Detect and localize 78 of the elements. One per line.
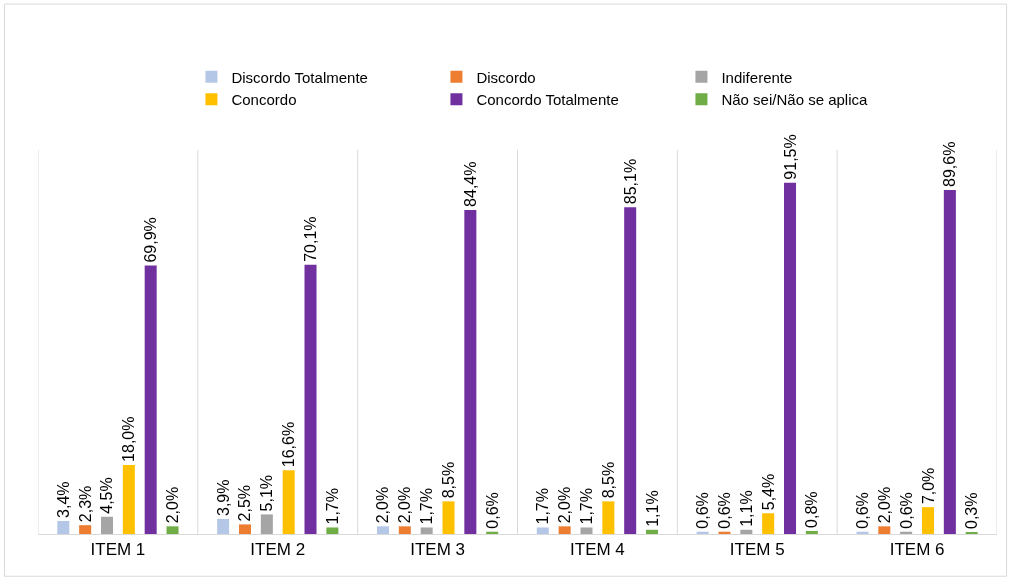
- data-label: 8,5%: [599, 461, 617, 499]
- legend-label: Não sei/Não se aplica: [721, 91, 869, 109]
- data-label: 2,0%: [164, 486, 182, 524]
- x-tick-label: ITEM 6: [889, 540, 945, 560]
- data-label: 1,7%: [577, 488, 595, 525]
- data-label: 2,0%: [396, 486, 414, 524]
- bar: [784, 182, 797, 534]
- data-label: 0,6%: [897, 492, 915, 529]
- x-tick-label: ITEM 4: [570, 540, 625, 560]
- bar: [878, 526, 891, 534]
- bar: [624, 207, 637, 534]
- data-label: 8,5%: [440, 461, 458, 499]
- bar: [144, 265, 157, 534]
- data-label: 5,4%: [759, 473, 777, 511]
- bar: [922, 507, 935, 534]
- legend-label: Discordo: [476, 68, 536, 86]
- bar: [464, 209, 477, 534]
- bar: [217, 519, 230, 534]
- bar: [122, 464, 135, 534]
- bar: [326, 527, 339, 534]
- bar: [166, 526, 179, 534]
- data-label: 84,4%: [461, 161, 479, 207]
- legend-label: Indiferente: [721, 68, 793, 86]
- bar: [57, 520, 70, 534]
- data-label: 85,1%: [621, 158, 639, 205]
- legend-label: Concordo Totalmente: [476, 91, 619, 109]
- x-tick-label: ITEM 2: [250, 540, 306, 560]
- data-label: 5,1%: [258, 474, 276, 512]
- x-tick-label: ITEM 3: [410, 540, 465, 560]
- data-label: 0,6%: [715, 492, 733, 529]
- bar: [79, 525, 92, 534]
- legend-label: Concordo: [231, 91, 297, 109]
- data-label: 2,0%: [556, 486, 574, 524]
- bar: [376, 526, 389, 534]
- x-tick-label: ITEM 5: [729, 540, 785, 560]
- data-label: 0,3%: [963, 492, 981, 529]
- bar: [398, 526, 411, 534]
- bar: [943, 189, 956, 534]
- bar: [580, 527, 593, 534]
- bar: [260, 514, 273, 534]
- bar: [304, 264, 317, 534]
- data-label: 70,1%: [302, 216, 320, 262]
- data-label: 18,0%: [120, 416, 138, 462]
- data-label: 0,6%: [694, 492, 712, 529]
- data-label: 4,5%: [98, 477, 116, 514]
- bar: [100, 516, 113, 534]
- data-label: 7,0%: [919, 467, 937, 505]
- data-label: 1,1%: [737, 490, 755, 527]
- data-label: 2,3%: [76, 485, 94, 523]
- data-label: 2,0%: [875, 486, 893, 524]
- data-label: 0,6%: [853, 492, 871, 529]
- data-label: 1,7%: [323, 488, 341, 525]
- data-label: 2,5%: [236, 484, 254, 522]
- bar: [740, 529, 753, 534]
- bar: [805, 530, 818, 534]
- data-label: 0,6%: [483, 492, 501, 529]
- bar: [558, 526, 571, 534]
- data-label: 69,9%: [142, 217, 160, 263]
- bar: [762, 513, 775, 534]
- data-label: 0,8%: [803, 491, 821, 528]
- legend-label: Discordo Totalmente: [231, 68, 368, 86]
- bar: [238, 524, 251, 534]
- data-label: 1,7%: [418, 488, 436, 525]
- data-label: 1,1%: [643, 490, 661, 527]
- bar: [420, 527, 433, 534]
- data-label: 2,0%: [374, 486, 392, 524]
- bar: [602, 501, 615, 534]
- data-label: 3,4%: [54, 481, 72, 518]
- data-label: 91,5%: [781, 134, 799, 180]
- bar: [536, 527, 549, 534]
- bar: [442, 501, 455, 534]
- bar: [646, 529, 659, 534]
- bar: [282, 470, 295, 534]
- x-tick-label: ITEM 1: [90, 540, 146, 560]
- data-label: 3,9%: [214, 479, 232, 517]
- data-label: 89,6%: [941, 141, 959, 187]
- data-label: 16,6%: [280, 421, 298, 468]
- data-label: 1,7%: [534, 488, 552, 525]
